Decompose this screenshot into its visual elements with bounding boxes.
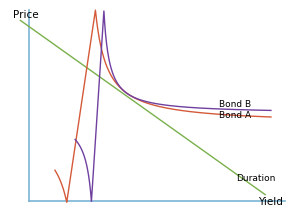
Text: Bond B: Bond B (219, 100, 251, 109)
Text: Yield: Yield (258, 197, 283, 207)
Text: Price: Price (13, 10, 39, 20)
Text: Bond A: Bond A (219, 111, 251, 120)
Text: Duration: Duration (236, 174, 276, 183)
